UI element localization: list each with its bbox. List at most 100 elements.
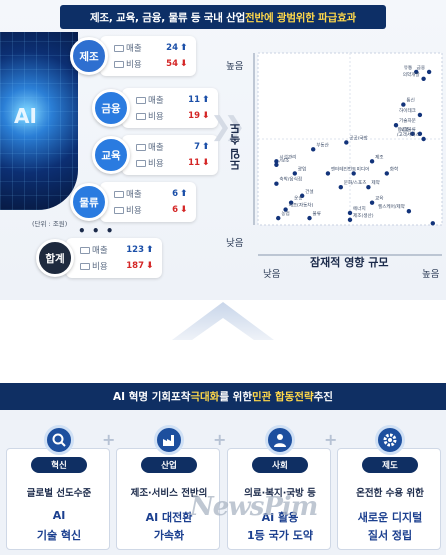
industry-badge: 물류 [70,183,108,221]
arrow-up-icon: ⬆ [146,245,154,255]
strategy-line1: 온전한 수용 위한 [356,488,424,499]
strategy-tag: 사회 [252,457,308,473]
plus-icon: + [324,430,338,449]
strategy-tag: 산업 [141,457,197,473]
strategy-line3: 질서 정립 [367,529,413,542]
scatter-point [299,193,305,198]
y-axis-title: 도입 속도 [229,123,242,171]
scatter-point [369,200,375,205]
strategy-suffix: 추진 [313,391,333,403]
impact-title: 제조, 교육, 금융, 물류 등 국내 산업 전반에 광범위한 파급효과 [60,5,386,29]
strategy-middle: 를 위한 [219,391,252,403]
point-label: 농업 [281,210,289,217]
point-label: 시설관리 [279,153,296,160]
arrow-down-icon: ⬇ [202,111,210,121]
scatter-point [421,76,426,81]
money-icon [80,246,90,254]
industry-effects: 제조 매출 24 ⬆ 비용 54 ⬇ 금융 매출 11 ⬆ 비용 19 ⬇ 교육 매출 7 ⬆ 비용… [0,30,218,280]
x-axis-title: 잠재적 영향 규모 [310,256,389,269]
sales-label: 매출 [126,44,142,54]
money-icon [114,44,124,52]
watermark-logo: NewsPim [190,492,318,522]
point-label: 유통 [404,65,412,71]
sales-label: 매출 [92,246,108,256]
strategy-line2: AI [52,509,66,522]
total-badge: 합계 [36,239,74,277]
strategy-card-institution: 제도 온전한 수용 위한 새로운 디지털 질서 정립 [337,425,441,550]
point-label: 금융 [417,65,425,71]
strategy-prefix: AI 혁명 기회포착 [113,391,191,403]
scatter-point [274,159,279,164]
scatter-point [347,210,353,216]
plus-icon: + [102,430,116,449]
ai-hand-image: AI [0,32,78,210]
factory-icon [154,425,184,455]
scatter-point [351,171,356,176]
impact-title-highlight: 전반에 광범위한 파급효과 [245,11,357,24]
scatter-point [393,123,399,128]
cost-value: 11 [188,158,200,168]
industry-card-logistics: 물류 매출 6 ⬆ 비용 6 ⬇ [70,182,196,222]
point-label: 미디어 [357,165,370,172]
scatter-point [417,112,423,118]
scatter-point [338,184,343,190]
point-label: 문화/스포츠 [344,180,367,186]
arrow-down-icon: ⬇ [202,158,210,168]
scatter-point [426,69,432,75]
point-label: 제조(자동차) [289,202,314,209]
point-label: 부동산 [316,141,329,148]
coin-icon [114,60,124,68]
industry-values: 매출 123 ⬆ 비용 187 ⬇ [66,238,162,278]
cost-value: 6 [172,205,178,215]
point-label: 하이테크 [399,107,416,114]
y-axis-high-label: 높음 [226,61,244,72]
industry-card-manufacturing: 제조 매출 24 ⬆ 비용 54 ⬇ [70,36,196,76]
strategy-card-society: 사회 의료·복지·국방 등 AI 활용 1등 국가 도약 [227,425,331,550]
industry-values: 매출 6 ⬆ 비용 6 ⬇ [100,182,196,222]
scatter-point [283,207,288,212]
strategy-card-innovation: 혁신 글로벌 선도수준 AI 기술 혁신 [6,425,110,550]
impact-title-prefix: 제조, 교육, 금융, 물류 등 국내 산업 [89,11,246,24]
scatter-point [406,209,412,214]
arrow-up-icon: ⬆ [180,43,188,53]
scatter-point [276,215,281,221]
scatter-point [347,217,353,223]
coin-icon [136,159,146,167]
coin-icon [114,206,124,214]
arrow-up-icon: ⬆ [202,95,210,105]
scatter-point [344,140,349,145]
point-label: 헬스케어/제약 [378,203,406,210]
scatter-point [311,147,316,152]
sales-value: 6 [172,189,178,199]
arrow-down-icon: ⬇ [146,261,154,271]
x-axis-low-label: 낮음 [263,269,281,280]
coin-icon [80,262,90,270]
money-icon [136,96,146,104]
strategy-line1: 의료·복지·국방 등 [244,488,316,499]
strategy-line2: AI 대전환 [145,511,193,524]
scatter-point [366,184,371,190]
sales-label: 매출 [126,190,142,200]
point-label: 제조(생산) [353,212,374,219]
point-label: 통신 [406,97,414,104]
scatter-point [307,215,312,221]
scatter-point [421,136,426,142]
strategy-highlight-1: 극대화 [190,391,220,403]
ai-glow-label: AI [14,104,37,128]
cost-label: 비용 [126,60,142,70]
money-icon [136,143,146,151]
sales-value: 24 [166,43,178,53]
cost-label: 비용 [92,262,108,272]
point-label: 제조 [375,153,383,160]
scatter-point [401,102,406,107]
industry-values: 매출 11 ⬆ 비용 19 ⬇ [122,88,218,128]
point-label: 운송 [294,195,302,202]
point-label: 기술자문 [399,117,416,124]
point-label: 의약개발 [403,71,421,78]
strategy-line3: 기술 혁신 [36,529,82,542]
point-label: 화학 [390,165,399,172]
cost-label: 비용 [126,206,142,216]
point-label: 항공/물류 [397,126,415,133]
strategy-line3: 1등 국가 도약 [247,529,313,542]
strategy-line1: 제조·서비스 전반의 [130,488,208,499]
